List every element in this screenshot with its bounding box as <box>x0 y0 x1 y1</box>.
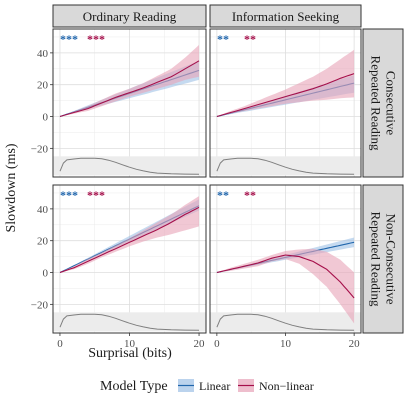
nonlinear-fit-line <box>216 73 355 118</box>
panel: *** *** <box>52 184 207 334</box>
x-tick-label: 10 <box>124 338 136 350</box>
nonlinear-confidence-band <box>216 248 355 324</box>
y-axis-label: Slowdown (ms) <box>4 143 19 232</box>
panel-border <box>52 28 207 178</box>
nonlinear-significance: ** <box>244 32 256 46</box>
x-tick-label: 20 <box>349 338 361 350</box>
y-tick-label: 0 <box>43 268 49 280</box>
nonlinear-fit-line <box>216 254 355 299</box>
panels: *** *** ** ***** *** ** ** <box>52 28 362 334</box>
density-band <box>210 156 361 176</box>
x-tick-label: 0 <box>57 338 63 350</box>
nonlinear-significance: ** <box>244 188 256 202</box>
x-tick-label: 0 <box>214 338 220 350</box>
row-strip <box>362 184 404 334</box>
linear-confidence-band <box>60 199 199 273</box>
row-strip <box>362 28 404 178</box>
y-tick-label: 20 <box>37 80 49 92</box>
legend-item-label: Linear <box>199 379 230 393</box>
row-strip-label: ConsecutiveRepeated Reading <box>369 56 399 151</box>
nonlinear-fit-line <box>59 206 200 274</box>
surprisal-density-line <box>216 157 355 175</box>
legend: Model Type Linear Non−linear <box>100 379 314 394</box>
panel: ** ** <box>209 184 362 334</box>
linear-significance: ** <box>217 188 229 202</box>
density-band <box>53 312 206 332</box>
linear-significance: *** <box>60 188 78 202</box>
surprisal-density-line <box>216 313 355 331</box>
y-tick-label: 40 <box>37 48 49 60</box>
row-strip-label: Non-ConsecutiveRepeated Reading <box>369 212 399 307</box>
density-band <box>210 312 361 332</box>
nonlinear-significance: *** <box>87 32 105 46</box>
panel-border <box>209 28 362 178</box>
surprisal-density-line <box>59 313 200 331</box>
y-tick-label: −20 <box>31 143 49 155</box>
column-strip <box>209 4 362 28</box>
y-tick-label: 20 <box>37 236 49 248</box>
axes: −20 0 20 40 −20 0 20 40 0 10 20 0 10 20 <box>31 48 360 350</box>
density-band <box>53 156 206 176</box>
nonlinear-confidence-band <box>216 49 355 117</box>
column-strip-label: Information Seeking <box>232 9 340 24</box>
linear-significance: *** <box>60 32 78 46</box>
x-axis-label: Surprisal (bits) <box>88 346 172 361</box>
column-strip <box>52 4 207 28</box>
nonlinear-fit-line <box>59 60 200 118</box>
x-tick-label: 10 <box>280 338 292 350</box>
y-tick-label: 40 <box>37 204 49 216</box>
nonlinear-significance: *** <box>87 188 105 202</box>
row-strips: ConsecutiveRepeated Reading Non-Consecuti… <box>362 28 404 334</box>
column-strips: Ordinary Reading Information Seeking <box>52 4 362 28</box>
panel: *** *** <box>52 28 207 178</box>
y-tick-label: −20 <box>31 299 49 311</box>
x-tick-label: 20 <box>194 338 206 350</box>
nonlinear-confidence-band <box>60 196 199 273</box>
surprisal-density-line <box>59 157 200 175</box>
legend-item-label: Non−linear <box>259 379 314 393</box>
legend-title: Model Type <box>100 379 168 394</box>
panel: ** ** <box>209 28 362 178</box>
linear-significance: ** <box>217 32 229 46</box>
column-strip-label: Ordinary Reading <box>83 9 177 24</box>
nonlinear-confidence-band <box>60 44 199 117</box>
y-tick-label: 0 <box>43 112 49 124</box>
